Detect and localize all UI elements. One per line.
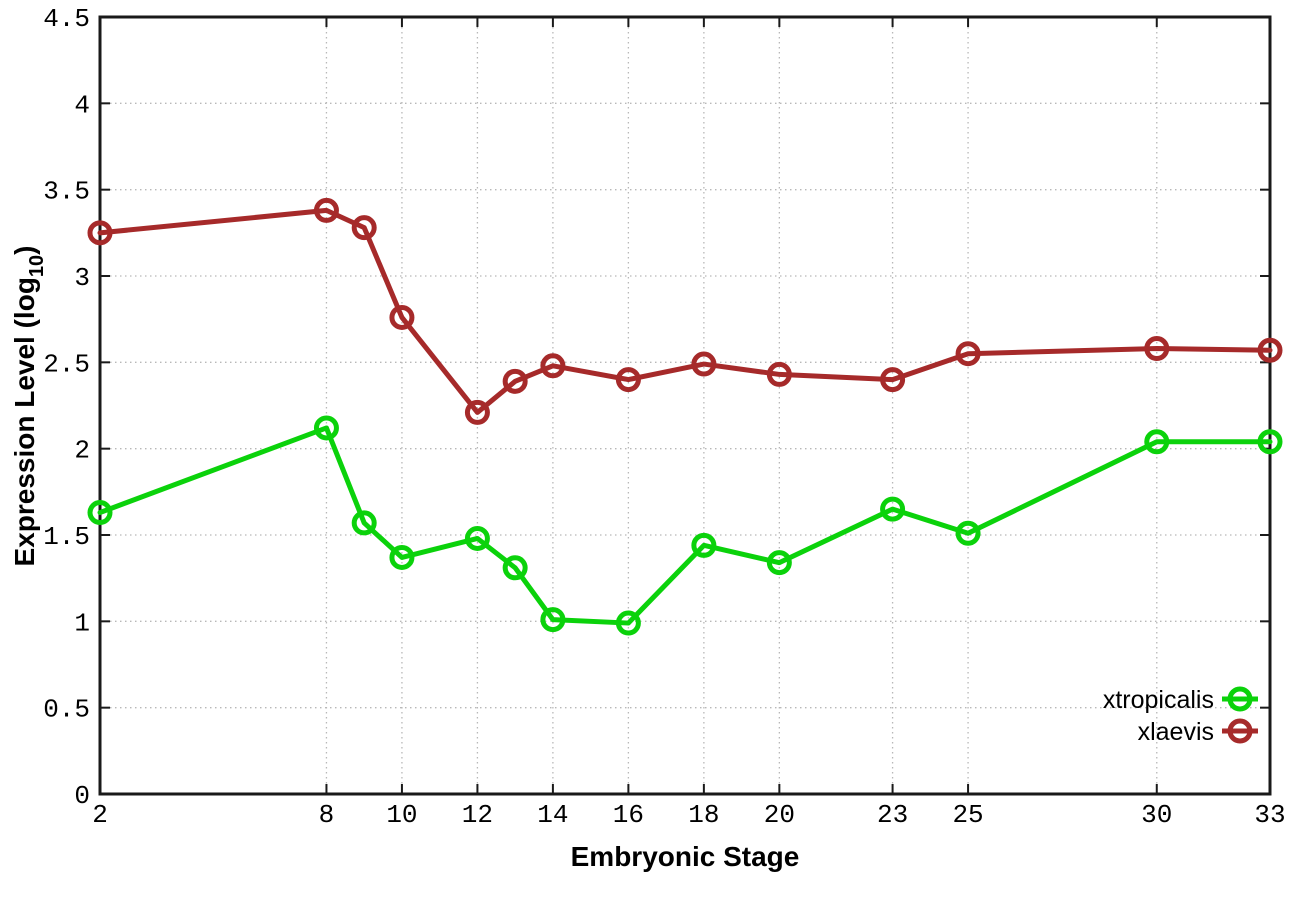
legend-marker-xtropicalis [1227,686,1253,712]
plot-border-rect [98,15,1272,796]
y-tick-label: 3 [74,263,90,293]
tick-labels: 2 8 10 12 14 16 18 20 23 25 30 33 0 0.5 1 1.5 2 2.5 3 3.5 4 4… [43,4,1285,830]
xlaevis-marker [313,197,339,223]
axis-ticks [99,16,1271,795]
xlaevis-marker [615,367,641,393]
y-tick-label: 1.5 [43,522,90,552]
x-tick-label: 30 [1141,800,1172,830]
x-tick-label: 2 [92,800,108,830]
x-tick-label: 20 [764,800,795,830]
xtropicalis-marker [1144,429,1170,455]
y-tick-label: 2 [74,436,90,466]
grid-lines [100,17,1270,794]
y-axis-label: Expression Level (log10) [9,246,48,567]
x-axis-label: Embryonic Stage [571,841,800,872]
y-axis-label-main: Expression Level (log [9,277,40,566]
xtropicalis-marker [313,415,339,441]
xlaevis-marker [502,368,528,394]
xtropicalis-marker [766,550,792,576]
x-tick-label: 18 [688,800,719,830]
xlaevis-marker [691,351,717,377]
xtropicalis-marker [389,544,415,570]
x-tick-label: 16 [613,800,644,830]
xtropicalis-marker [351,510,377,536]
legend-label-xtropicalis: xtropicalis [1103,686,1214,714]
legend-label-xlaevis: xlaevis [1138,718,1214,746]
xlaevis-marker [87,220,113,246]
xtropicalis-line [97,425,1273,626]
xlaevis-marker [1257,337,1283,363]
xlaevis-marker [880,367,906,393]
xtropicalis-marker [955,520,981,546]
y-tick-label: 2.5 [43,349,90,379]
y-tick-label: 0.5 [43,695,90,725]
x-tick-label: 14 [537,800,568,830]
xlaevis-marker [955,341,981,367]
xlaevis-line [97,207,1273,415]
x-tick-label: 23 [877,800,908,830]
data-series [87,197,1283,636]
y-tick-label: 4 [74,90,90,120]
xtropicalis-marker [540,607,566,633]
y-tick-label: 1 [74,608,90,638]
xlaevis-marker [351,215,377,241]
legend: xtropicalis xlaevis [1103,686,1258,746]
xtropicalis-marker [615,610,641,636]
legend-marker-xlaevis [1227,718,1253,744]
y-tick-label: 4.5 [43,4,90,34]
plot-border [98,15,1272,796]
x-tick-label: 33 [1254,800,1285,830]
x-tick-label: 25 [952,800,983,830]
xlaevis-marker [389,304,415,330]
xtropicalis-marker [502,555,528,581]
xtropicalis-marker [464,525,490,551]
xtropicalis-marker [87,500,113,526]
xlaevis-marker [464,399,490,425]
y-tick-label: 0 [74,781,90,811]
xtropicalis-marker [880,496,906,522]
y-axis-label-close: ) [9,246,40,255]
xtropicalis-marker [691,532,717,558]
y-axis-label-subscript: 10 [26,255,48,277]
xlaevis-marker [1144,336,1170,362]
y-tick-label: 3.5 [43,177,90,207]
xlaevis-marker [540,353,566,379]
x-tick-label: 10 [386,800,417,830]
x-tick-label: 12 [462,800,493,830]
xtropicalis-marker [1257,429,1283,455]
xlaevis-marker [766,361,792,387]
x-tick-label: 8 [319,800,335,830]
